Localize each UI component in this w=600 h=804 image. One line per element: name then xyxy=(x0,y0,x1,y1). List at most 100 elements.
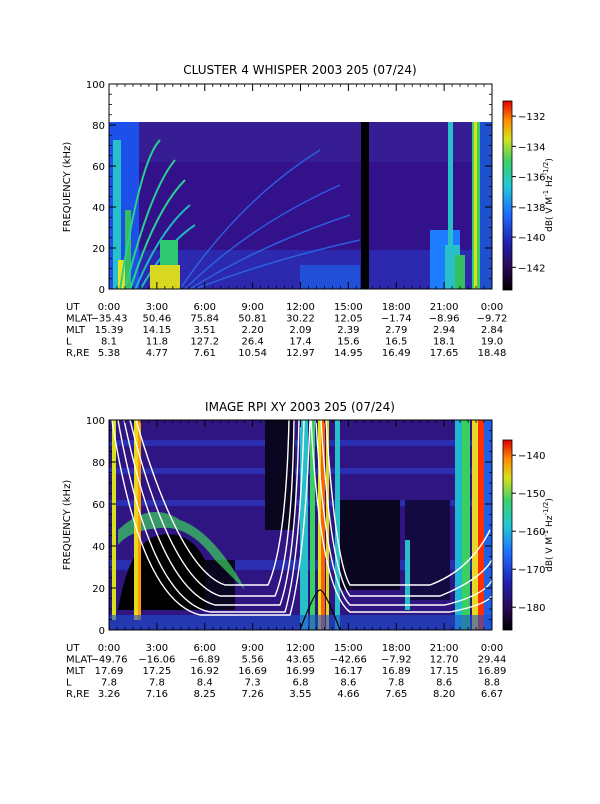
ephemeris-cell: 7.8 xyxy=(149,678,165,689)
ephemeris-cell: 2.09 xyxy=(289,325,311,336)
ephemeris-cell: 14.15 xyxy=(143,325,172,336)
colorbar-label: dB( V M-1 Hz-1/2) xyxy=(542,158,555,232)
ephemeris-cell: −9.72 xyxy=(477,314,508,325)
colorbar-tick-label: −134 xyxy=(518,142,545,153)
colorbar-tick-label: −132 xyxy=(518,112,545,123)
y-tick-label: 80 xyxy=(92,121,105,132)
ephemeris-cell: 7.16 xyxy=(146,689,168,700)
ephemeris-cell: 2.20 xyxy=(241,325,263,336)
ephemeris-table: UTMLATMLTLR,RE0:00−35.4315.398.15.383:00… xyxy=(66,302,507,359)
ephemeris-cell: 9:00 xyxy=(241,302,263,313)
ephemeris-cell: −7.92 xyxy=(381,655,412,666)
ephemeris-cell: 7.8 xyxy=(101,678,117,689)
ephemeris-row-label: UT xyxy=(66,643,80,654)
colorbar-tick-label: −140 xyxy=(518,451,545,462)
ephemeris-cell: 3.55 xyxy=(289,689,311,700)
x-axis-ticks xyxy=(108,84,493,289)
ephemeris-cell: 16.5 xyxy=(385,337,407,348)
ephemeris-cell: 17.65 xyxy=(430,348,459,359)
ephemeris-cell: 18:00 xyxy=(382,302,411,313)
x-axis-ticks xyxy=(108,420,493,630)
ephemeris-cell: 16.92 xyxy=(190,666,219,677)
ephemeris-row-label: MLAT xyxy=(66,314,93,325)
ephemeris-cell: 9:00 xyxy=(241,643,263,654)
ephemeris-cell: −42.66 xyxy=(330,655,367,666)
y-tick-label: 0 xyxy=(99,285,105,296)
ephemeris-cell: 6.67 xyxy=(481,689,503,700)
ephemeris-cell: 3.51 xyxy=(194,325,216,336)
y-tick-label: 100 xyxy=(86,416,105,427)
ephemeris-cell: 12.97 xyxy=(286,348,315,359)
y-tick-label: 80 xyxy=(92,458,105,469)
ephemeris-cell: 15.39 xyxy=(95,325,124,336)
chart-title: CLUSTER 4 WHISPER 2003 205 (07/24) xyxy=(183,63,416,77)
ephemeris-row-label: MLT xyxy=(66,666,86,677)
colorbar-tick-label: −150 xyxy=(518,489,545,500)
ephemeris-cell: 16.89 xyxy=(382,666,411,677)
colorbar-tick-label: −180 xyxy=(518,603,545,614)
y-tick-label: 100 xyxy=(86,80,105,91)
ephemeris-cell: 14.95 xyxy=(334,348,363,359)
panel-image-rpi: IMAGE RPI XY 2003 205 (07/24) xyxy=(62,400,555,700)
ephemeris-cell: 127.2 xyxy=(190,337,219,348)
colorbar xyxy=(502,100,513,291)
ephemeris-cell: 3:00 xyxy=(146,643,168,654)
panel-cluster-whisper: CLUSTER 4 WHISPER 2003 205 (07/24) xyxy=(62,63,555,359)
ephemeris-cell: 18.48 xyxy=(478,348,507,359)
ephemeris-cell: 17.69 xyxy=(95,666,124,677)
colorbar-tick-label: −170 xyxy=(518,565,545,576)
ephemeris-cell: −35.43 xyxy=(90,314,127,325)
ephemeris-cell: 6:00 xyxy=(194,643,216,654)
colorbar-tick-label: −136 xyxy=(518,173,545,184)
ephemeris-cell: 8.1 xyxy=(101,337,117,348)
ephemeris-cell: 21:00 xyxy=(430,643,459,654)
ephemeris-cell: 16.99 xyxy=(286,666,315,677)
ephemeris-cell: 8.8 xyxy=(484,678,500,689)
colorbar-tick-label: −142 xyxy=(518,263,545,274)
ephemeris-cell: 0:00 xyxy=(98,302,120,313)
ephemeris-cell: 26.4 xyxy=(241,337,263,348)
ephemeris-cell: 16.49 xyxy=(382,348,411,359)
ephemeris-cell: 17.4 xyxy=(289,337,311,348)
y-axis-label: FREQUENCY (kHz) xyxy=(62,142,73,233)
ephemeris-cell: 2.39 xyxy=(337,325,359,336)
ephemeris-cell: 18:00 xyxy=(382,643,411,654)
ephemeris-cell: 6.8 xyxy=(293,678,309,689)
ephemeris-cell: 5.56 xyxy=(241,655,263,666)
ephemeris-cell: 8.6 xyxy=(436,678,452,689)
y-tick-label: 20 xyxy=(92,584,105,595)
ephemeris-cell: −8.96 xyxy=(429,314,460,325)
ephemeris-cell: 17.25 xyxy=(143,666,172,677)
ephemeris-row-label: R,RE xyxy=(66,689,89,700)
y-tick-label: 60 xyxy=(92,500,105,511)
ephemeris-cell: 16.17 xyxy=(334,666,363,677)
colorbar-tick-label: −138 xyxy=(518,203,545,214)
colorbar xyxy=(502,439,513,631)
ephemeris-cell: 43.65 xyxy=(286,655,315,666)
ephemeris-cell: 11.8 xyxy=(146,337,168,348)
colorbar-label: dB( V M-1 Hz-1/2) xyxy=(542,498,555,572)
ephemeris-cell: 7.8 xyxy=(388,678,404,689)
spectrogram-image xyxy=(109,420,492,630)
ephemeris-cell: 3.26 xyxy=(98,689,120,700)
ephemeris-cell: 0:00 xyxy=(481,302,503,313)
ephemeris-cell: 8.4 xyxy=(197,678,213,689)
ephemeris-cell: 0:00 xyxy=(98,643,120,654)
ephemeris-cell: 17.15 xyxy=(430,666,459,677)
y-tick-label: 60 xyxy=(92,162,105,173)
ephemeris-cell: 12.05 xyxy=(334,314,363,325)
y-tick-label: 40 xyxy=(92,542,105,553)
ephemeris-row-label: L xyxy=(66,337,72,348)
ephemeris-cell: 2.79 xyxy=(385,325,407,336)
colorbar-tick-label: −160 xyxy=(518,527,545,538)
ephemeris-cell: 15.6 xyxy=(337,337,359,348)
ephemeris-cell: 8.6 xyxy=(340,678,356,689)
y-tick-label: 40 xyxy=(92,203,105,214)
ephemeris-cell: 7.26 xyxy=(241,689,263,700)
ephemeris-row-label: MLAT xyxy=(66,655,93,666)
ephemeris-cell: −16.06 xyxy=(138,655,175,666)
colorbar-tick-label: −140 xyxy=(518,233,545,244)
ephemeris-cell: 7.3 xyxy=(245,678,261,689)
ephemeris-cell: −49.76 xyxy=(90,655,127,666)
ephemeris-cell: 12:00 xyxy=(286,302,315,313)
